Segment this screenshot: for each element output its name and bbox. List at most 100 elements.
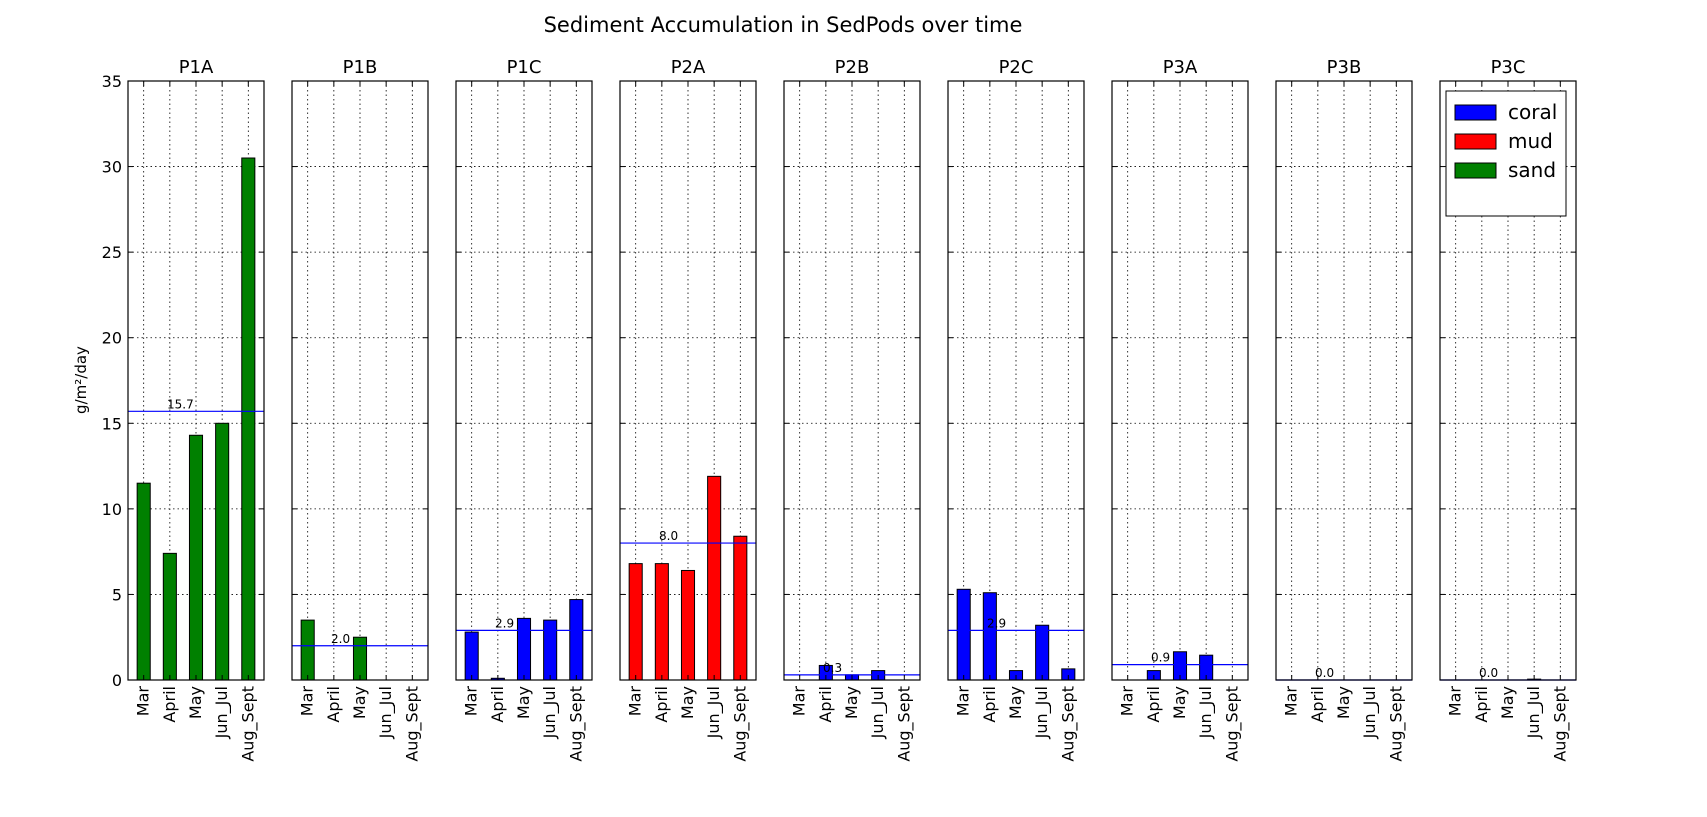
x-tick-label: May	[514, 686, 533, 719]
panel-title: P3A	[1163, 57, 1198, 78]
x-tick-label: Aug_Sept	[1058, 686, 1078, 762]
x-tick-label: Jun_Jul	[540, 686, 560, 739]
x-tick-label: Mar	[1446, 686, 1465, 717]
x-tick-label: May	[842, 686, 861, 719]
legend-label: coral	[1508, 100, 1557, 124]
bar	[707, 475, 722, 681]
x-tick-label: Jun_Jul	[868, 686, 888, 739]
x-tick-label: Jun_Jul	[1196, 686, 1216, 739]
y-tick-label: 25	[102, 243, 122, 262]
x-tick-label: Jun_Jul	[376, 686, 396, 739]
bar	[215, 422, 230, 681]
bar	[464, 631, 479, 681]
x-tick-label: May	[186, 686, 205, 719]
legend-swatch	[1454, 104, 1497, 121]
x-tick-label: May	[1498, 686, 1517, 719]
x-tick-label: Mar	[954, 686, 973, 717]
panel-title: P3C	[1491, 57, 1526, 78]
x-tick-label: May	[1170, 686, 1189, 719]
panel-p3a: P3A 0.9 Mar April May Jun_Jul Aug_Sept	[1111, 57, 1249, 762]
x-tick-label: Jun_Jul	[1032, 686, 1052, 739]
panel-p1b: P1B 2.0 Mar April May Jun_Jul Aug_Sept	[291, 57, 429, 762]
bar	[241, 157, 256, 681]
mean-label: 8.0	[659, 529, 678, 543]
panel-p1a: P1A 15.7 0 5 10 15 20 25 30 35 Mar April May Jun_Jul A…	[102, 57, 265, 762]
chart-title: Sediment Accumulation in SedPods over ti…	[544, 13, 1023, 37]
y-tick-label: 0	[112, 671, 122, 690]
legend-label: mud	[1508, 129, 1553, 153]
panel-p2c: P2C 2.9 Mar April May Jun_Jul Aug_Sept	[947, 57, 1085, 762]
panel-p3b: P3B 0.0 Mar April May Jun_Jul Aug_Sept	[1275, 57, 1413, 762]
x-tick-label: Mar	[1282, 686, 1301, 717]
panels: P1A 15.7 0 5 10 15 20 25 30 35 Mar April May Jun_Jul A…	[102, 57, 1577, 762]
x-tick-label: Mar	[626, 686, 645, 717]
x-tick-label: May	[1334, 686, 1353, 719]
bar	[680, 569, 696, 681]
panel-p3c: P3C 0.0 Mar April May Jun_Jul Aug_Sept	[1439, 57, 1577, 762]
x-tick-label: Aug_Sept	[402, 686, 422, 762]
bar	[1035, 624, 1050, 681]
bar	[733, 535, 748, 681]
bar	[956, 588, 971, 681]
mean-label: 2.9	[987, 616, 1006, 630]
x-tick-label: April	[1308, 686, 1327, 723]
y-tick-label: 5	[112, 585, 122, 604]
x-tick-label: Jun_Jul	[1524, 686, 1544, 739]
bar	[352, 636, 368, 681]
bar	[982, 592, 997, 681]
x-tick-label: Aug_Sept	[566, 686, 586, 762]
panel-title: P3B	[1327, 57, 1362, 78]
panel-title: P1C	[507, 57, 542, 78]
panel-p2b: P2B 0.3 Mar April May Jun_Jul Aug_Sept	[783, 57, 921, 762]
legend-swatch	[1454, 133, 1497, 150]
x-tick-label: April	[1472, 686, 1491, 723]
x-tick-label: May	[1006, 686, 1025, 719]
x-tick-label: April	[160, 686, 179, 723]
bar	[516, 617, 532, 681]
bar	[654, 563, 669, 681]
panel-title: P1A	[179, 57, 214, 78]
x-tick-label: May	[350, 686, 369, 719]
x-tick-label: Aug_Sept	[730, 686, 750, 762]
y-tick-label: 20	[102, 329, 122, 348]
panel-title: P2C	[999, 57, 1034, 78]
x-tick-label: Mar	[790, 686, 809, 717]
x-tick-label: Aug_Sept	[1386, 686, 1406, 762]
x-tick-label: Mar	[462, 686, 481, 717]
mean-label: 0.0	[1315, 666, 1334, 680]
x-tick-label: April	[488, 686, 507, 723]
y-axis-label: g/m²/day	[72, 346, 90, 414]
bar	[569, 599, 584, 681]
panel-p1c: P1C 2.9 Mar April May Jun_Jul Aug_Sept	[455, 57, 593, 762]
mean-label: 15.7	[167, 397, 194, 411]
y-tick-label: 15	[102, 414, 122, 433]
x-tick-label: April	[1144, 686, 1163, 723]
x-tick-label: April	[652, 686, 671, 723]
x-tick-label: Aug_Sept	[894, 686, 914, 762]
legend-label: sand	[1508, 158, 1556, 182]
mean-label: 2.0	[331, 632, 350, 646]
y-tick-label: 30	[102, 158, 122, 177]
bar	[300, 619, 315, 681]
x-tick-label: April	[324, 686, 343, 723]
x-tick-label: April	[980, 686, 999, 723]
legend-swatch	[1454, 162, 1497, 179]
panel-title: P2A	[671, 57, 706, 78]
x-tick-label: Jun_Jul	[212, 686, 232, 739]
bar	[188, 434, 204, 681]
bar	[628, 563, 643, 681]
bar	[543, 619, 558, 681]
panel-title: P1B	[343, 57, 378, 78]
mean-label: 2.9	[495, 616, 514, 630]
bar	[136, 482, 151, 681]
mean-label: 0.0	[1479, 666, 1498, 680]
x-tick-label: Jun_Jul	[704, 686, 724, 739]
panel-p2a: P2A 8.0 Mar April May Jun_Jul Aug_Sept	[619, 57, 757, 762]
legend: coral mud sand	[1445, 90, 1567, 217]
x-tick-label: Aug_Sept	[238, 686, 258, 762]
y-tick-label: 10	[102, 500, 122, 519]
x-tick-label: Mar	[1118, 686, 1137, 717]
x-tick-label: April	[816, 686, 835, 723]
